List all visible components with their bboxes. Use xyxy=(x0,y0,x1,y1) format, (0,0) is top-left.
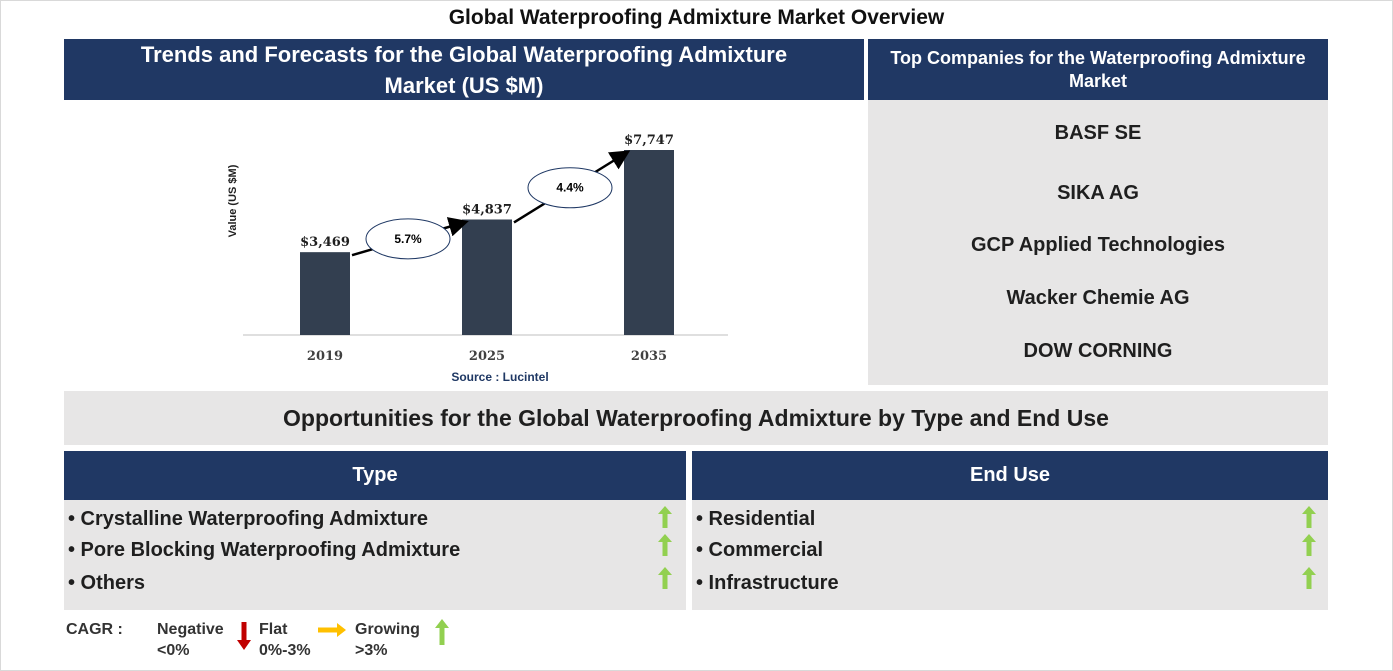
growing-arrow-icon xyxy=(1302,506,1316,528)
negative-arrow-icon xyxy=(237,622,251,650)
company-item: GCP Applied Technologies xyxy=(970,234,1226,256)
legend-flat-label: Flat 0%-3% xyxy=(259,619,311,661)
companies-list: BASF SE SIKA AG GCP Applied Technologies… xyxy=(868,100,1328,385)
chart-panel-heading: Trends and Forecasts for the Global Wate… xyxy=(64,39,864,100)
cagr-label: 4.4% xyxy=(556,181,584,195)
company-item: BASF SE xyxy=(1054,122,1142,144)
bar-value-label: $3,469 xyxy=(300,235,350,250)
x-tick-label: 2025 xyxy=(469,349,505,364)
growing-arrow-icon xyxy=(435,619,449,645)
flat-arrow-icon xyxy=(318,623,346,637)
company-item: Wacker Chemie AG xyxy=(1006,287,1190,309)
legend-growing-range: >3% xyxy=(355,642,388,659)
cagr-annotations: 5.7% 4.4% xyxy=(351,150,631,260)
legend-flat-text: Flat xyxy=(259,621,288,638)
bar-value-label: $7,747 xyxy=(624,133,674,148)
x-tick-label: 2035 xyxy=(631,349,667,364)
opportunities-heading: Opportunities for the Global Waterproofi… xyxy=(64,391,1328,445)
bar-value-label: $4,837 xyxy=(462,202,512,217)
page-title: Global Waterproofing Admixture Market Ov… xyxy=(448,6,945,29)
cagr-bubble xyxy=(527,167,613,209)
companies-heading: Top Companies for the Waterproofing Admi… xyxy=(868,39,1328,100)
cagr-label: 5.7% xyxy=(394,232,422,246)
x-tick-label: 2019 xyxy=(307,349,343,364)
growing-arrow-icon xyxy=(658,506,672,528)
type-list: • Crystalline Waterproofing Admixture • … xyxy=(64,500,686,610)
growing-arrow-icon xyxy=(658,567,672,589)
end-use-column-heading: End Use xyxy=(692,451,1328,500)
chart-source: Source : Lucintel xyxy=(451,370,548,384)
company-item: SIKA AG xyxy=(1057,182,1139,204)
cagr-bubble xyxy=(365,218,451,260)
y-axis-label: Value (US $M) xyxy=(227,164,239,237)
growing-arrow-icon xyxy=(1302,567,1316,589)
legend-flat-range: 0%-3% xyxy=(259,642,311,659)
bar-2035 xyxy=(624,150,674,335)
type-item: • Crystalline Waterproofing Admixture xyxy=(68,508,429,530)
growing-arrow-icon xyxy=(658,534,672,556)
type-item: • Others xyxy=(68,572,146,594)
end-use-item: • Commercial xyxy=(696,539,824,561)
end-use-item: • Infrastructure xyxy=(696,572,839,594)
bar-2025 xyxy=(462,219,512,335)
end-use-list: • Residential • Commercial • Infrastruct… xyxy=(692,500,1328,610)
legend-negative-range: <0% xyxy=(157,642,190,659)
bar-chart: Value (US $M) $3,469 2019 $4,837 2025 $7,747… xyxy=(227,133,728,384)
legend-cagr-label: CAGR : xyxy=(66,621,123,638)
bars-group: $3,469 2019 $4,837 2025 $7,747 2035 xyxy=(300,133,674,364)
legend-negative-label: Negative <0% xyxy=(157,619,224,661)
company-item: DOW CORNING xyxy=(1023,340,1173,362)
type-column-heading: Type xyxy=(64,451,686,500)
legend-negative-text: Negative xyxy=(157,621,224,638)
end-use-item: • Residential xyxy=(696,508,816,530)
bar-2019 xyxy=(300,252,350,335)
legend-growing-label: Growing >3% xyxy=(355,619,420,661)
legend-growing-text: Growing xyxy=(355,621,420,638)
growing-arrow-icon xyxy=(1302,534,1316,556)
type-item: • Pore Blocking Waterproofing Admixture xyxy=(68,539,461,561)
